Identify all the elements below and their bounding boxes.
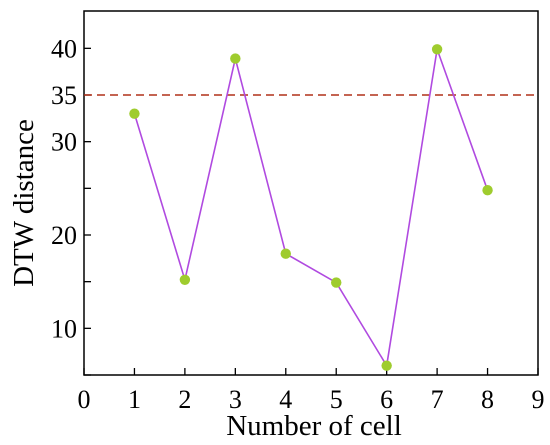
series-markers bbox=[129, 44, 493, 371]
data-point bbox=[230, 53, 241, 64]
axis-tick-labels: 0 1 2 3 4 5 6 7 8 9 10 20 30 35 40 bbox=[51, 34, 545, 414]
x-axis-title: Number of cell bbox=[226, 410, 402, 442]
data-point bbox=[482, 185, 493, 196]
data-point bbox=[280, 248, 291, 259]
data-point bbox=[179, 274, 191, 285]
y-tick-label: 10 bbox=[51, 314, 77, 343]
plot-frame bbox=[83, 10, 539, 376]
x-tick-label: 9 bbox=[532, 385, 545, 414]
x-tick-label: 5 bbox=[330, 385, 343, 414]
x-tick-label: 4 bbox=[279, 385, 292, 414]
data-point bbox=[331, 277, 342, 288]
y-tick-label: 20 bbox=[51, 221, 77, 250]
y-tick-label: 30 bbox=[51, 128, 77, 157]
x-tick-label: 3 bbox=[229, 385, 242, 414]
axis-ticks bbox=[83, 47, 539, 376]
x-tick-label: 2 bbox=[178, 385, 191, 414]
x-tick-label: 1 bbox=[128, 385, 141, 414]
x-tick-label: 0 bbox=[78, 385, 91, 414]
data-point bbox=[129, 108, 140, 119]
x-tick-label: 7 bbox=[431, 385, 444, 414]
series-line bbox=[133, 48, 489, 368]
y-tick-label: 35 bbox=[51, 81, 77, 110]
data-point bbox=[431, 44, 443, 55]
x-tick-label: 6 bbox=[380, 385, 393, 414]
data-point bbox=[381, 360, 392, 371]
y-tick-label: 40 bbox=[51, 34, 77, 63]
x-tick-label: 8 bbox=[481, 385, 494, 414]
y-axis-title: DTW distance bbox=[8, 119, 40, 287]
